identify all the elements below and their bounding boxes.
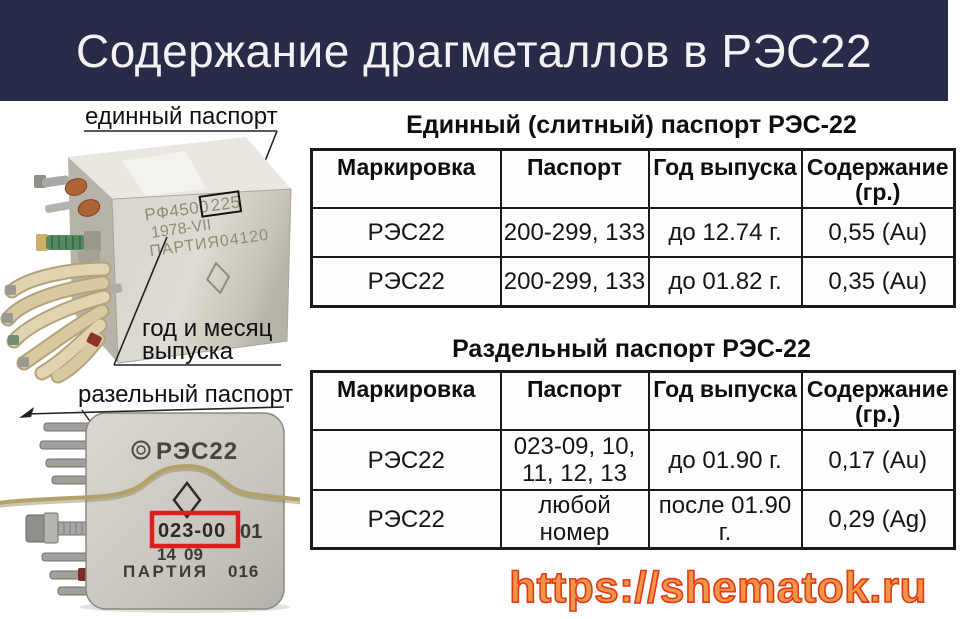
table-row: РЭС22 любой номер после 01.90 г. 0,29 (A… [310, 489, 956, 550]
cell-passport: 200-299, 133 [499, 256, 650, 308]
party-number: 016 [228, 562, 259, 581]
header-cell-marking: Маркировка [310, 370, 502, 431]
table-title-unified: Единный (слитный) паспорт РЭС-22 [406, 111, 857, 139]
page-title: Содержание драгметаллов в РЭС22 [75, 24, 873, 77]
passport-code: 023-00 [158, 520, 226, 542]
cell-content: 0,35 (Au) [800, 256, 956, 308]
cell-marking: РЭС22 [310, 256, 502, 308]
page-header: Содержание драгметаллов в РЭС22 [0, 0, 948, 101]
relay-top-photo: РФ4500225 1978-VII ПАРТИЯ04120 [0, 137, 292, 384]
stamp-passport-number: 225 [210, 192, 242, 215]
date-month: 09 [184, 545, 203, 564]
separate-passport-table: Маркировка Паспорт Год выпуска Содержани… [310, 370, 956, 550]
passport-code-suffix: 01 [240, 521, 262, 543]
table-row: РЭС22 200-299, 133 до 01.82 г. 0,35 (Au) [310, 256, 956, 308]
cell-year: до 01.90 г. [647, 429, 803, 491]
cell-year: после 01.90 г. [647, 489, 803, 550]
cell-marking: РЭС22 [310, 207, 502, 258]
relay-brand: РЭС22 [156, 438, 238, 465]
website-link[interactable]: https://shematok.ru [508, 562, 927, 613]
copper-contact [64, 178, 88, 196]
relay-bottom-photo: РЭС22 023-00 01 14 09 ПАРТИЯ 016 [0, 412, 300, 613]
cell-marking: РЭС22 [310, 429, 502, 491]
cell-passport: любой номер [499, 489, 650, 550]
highlight-box [149, 510, 241, 549]
photo-panel: единный паспорт РФ4500225 1978-VII ПАРТИ [0, 101, 300, 619]
rhombus-quality-mark-icon [172, 480, 202, 520]
cell-content: 0,17 (Au) [800, 429, 956, 491]
date-day: 14 [157, 545, 176, 564]
date-callout-line [113, 236, 168, 366]
header-cell-content: Содержание (гр.) [800, 148, 956, 209]
cell-marking: РЭС22 [310, 489, 502, 550]
header-cell-content: Содержание (гр.) [800, 370, 956, 431]
unified-passport-label: единный паспорт [85, 103, 278, 130]
header-cell-year: Год выпуска [647, 370, 803, 431]
party-label: ПАРТИЯ [123, 562, 208, 581]
tables-panel: Единный (слитный) паспорт РЭС-22 Маркиро… [300, 101, 961, 619]
date-label-line2: выпуска [142, 338, 234, 365]
cell-year: до 12.74 г. [647, 207, 803, 258]
date-label-line1: год и месяц [142, 315, 273, 342]
arrowhead-icon [19, 407, 34, 418]
wire-bundle [0, 261, 112, 384]
screw-threads [51, 236, 81, 249]
separate-passport-underline [25, 406, 285, 415]
cell-passport: 200-299, 133 [499, 207, 650, 258]
cell-content: 0,29 (Ag) [800, 489, 956, 550]
terminal-pin [44, 201, 74, 213]
table-header-row: Маркировка Паспорт Год выпуска Содержани… [310, 148, 956, 209]
bolt-head [25, 514, 47, 543]
mount-wire [0, 463, 300, 505]
passport-number-box [198, 190, 243, 218]
table-header-row: Маркировка Паспорт Год выпуска Содержани… [310, 370, 956, 431]
table-title-separate: Раздельный паспорт РЭС-22 [452, 335, 811, 363]
screw-cap [36, 234, 48, 251]
screw-bracket [84, 231, 101, 252]
clamp [77, 249, 101, 263]
header-cell-passport: Паспорт [499, 370, 650, 431]
relay-top-glare [122, 151, 206, 196]
table-row: РЭС22 200-299, 133 до 12.74 г. 0,55 (Au) [310, 207, 956, 258]
manufacturer-logo-icon [131, 440, 151, 460]
cell-content: 0,55 (Au) [800, 207, 956, 258]
cell-passport: 023-09, 10, 11, 12, 13 [499, 429, 650, 491]
wire-ferrules [2, 285, 102, 367]
annotation-issue-date: год и месяц выпуска [113, 236, 281, 366]
cell-year: до 01.82 г. [647, 256, 803, 308]
relay-top-terminals [34, 175, 123, 296]
bolt-nut [43, 512, 59, 544]
separate-passport-label: разельный паспорт [78, 381, 293, 408]
unified-passport-table: Маркировка Паспорт Год выпуска Содержани… [310, 148, 956, 308]
relay-bottom-pins [25, 422, 93, 596]
header-cell-marking: Маркировка [310, 148, 502, 209]
relay-illustration: единный паспорт РФ4500225 1978-VII ПАРТИ [0, 103, 300, 613]
rhombus-quality-mark-icon [205, 261, 231, 295]
copper-contact [77, 199, 101, 217]
terminal-pin [41, 175, 70, 188]
header-cell-year: Год выпуска [647, 148, 803, 209]
table-row: РЭС22 023-09, 10, 11, 12, 13 до 01.90 г.… [310, 429, 956, 491]
header-cell-passport: Паспорт [499, 148, 650, 209]
